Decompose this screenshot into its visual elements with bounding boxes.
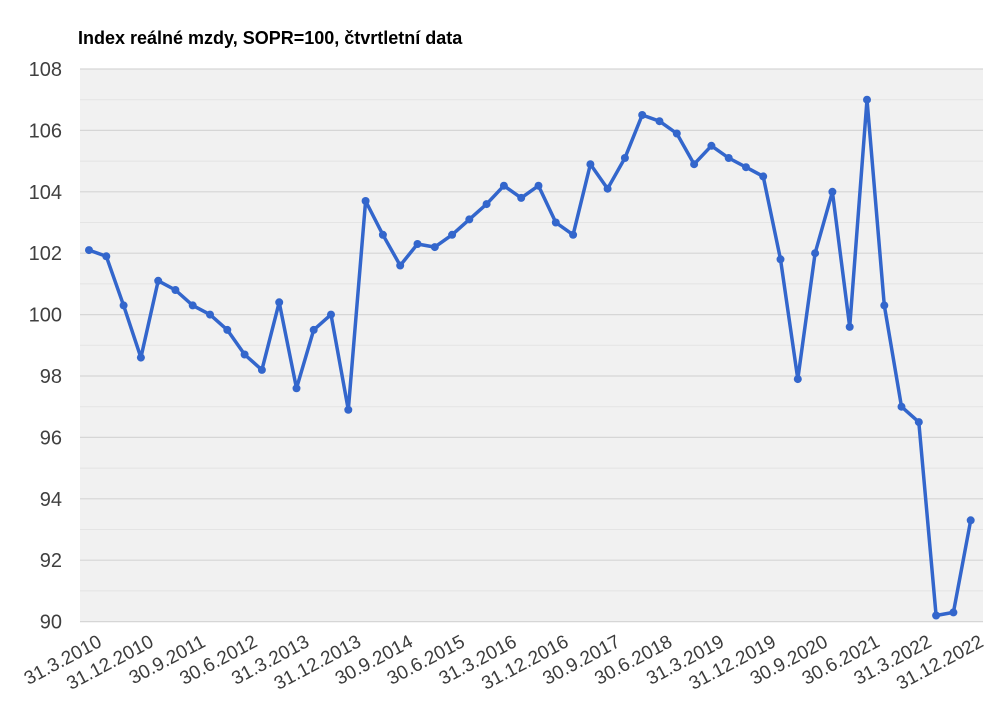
data-point: [672, 129, 681, 138]
data-point: [811, 249, 820, 258]
data-point: [724, 154, 733, 162]
data-point: [603, 184, 612, 193]
data-point: [776, 255, 785, 264]
data-point: [240, 350, 249, 359]
data-point: [932, 611, 941, 620]
data-point: [742, 163, 750, 172]
data-point: [914, 418, 923, 427]
y-axis-label: 100: [29, 305, 62, 327]
data-point: [85, 246, 93, 255]
data-point: [257, 365, 266, 374]
y-axis-label: 92: [40, 550, 62, 572]
data-point: [327, 310, 335, 319]
data-point: [655, 117, 664, 126]
data-point: [309, 325, 318, 334]
data-point: [275, 298, 284, 307]
data-point: [154, 276, 163, 285]
y-axis-label: 106: [29, 120, 62, 142]
data-point: [482, 200, 491, 209]
y-axis-label: 98: [40, 366, 62, 388]
data-point: [223, 325, 232, 334]
data-point: [586, 160, 595, 169]
data-point: [620, 154, 629, 162]
data-point: [171, 286, 180, 294]
data-point: [517, 193, 526, 202]
data-point: [949, 608, 958, 617]
data-point: [361, 197, 370, 205]
data-point: [119, 301, 128, 310]
data-point: [690, 160, 699, 169]
data-point: [206, 310, 214, 319]
data-point: [828, 187, 837, 196]
data-point: [413, 240, 422, 248]
data-point: [966, 516, 975, 525]
data-point: [188, 301, 197, 310]
data-point: [880, 301, 889, 310]
data-point: [863, 95, 871, 104]
data-point: [499, 181, 508, 190]
y-axis-label: 108: [29, 59, 62, 81]
data-point: [845, 322, 854, 331]
y-axis-label: 90: [40, 612, 62, 634]
data-point: [344, 405, 353, 414]
data-point: [551, 218, 560, 227]
y-axis-label: 102: [29, 243, 62, 265]
y-axis-label: 104: [29, 182, 62, 204]
data-point: [430, 243, 439, 252]
data-point: [465, 215, 474, 224]
chart-title: Index reálné mzdy, SOPR=100, čtvrtletní …: [78, 28, 463, 48]
data-point: [759, 172, 768, 181]
data-point: [534, 181, 543, 190]
data-point: [396, 261, 405, 270]
data-point: [378, 230, 387, 239]
y-axis-label: 94: [40, 489, 62, 511]
data-point: [569, 230, 578, 239]
data-point: [897, 402, 906, 411]
data-point: [707, 141, 716, 150]
data-point: [793, 375, 802, 384]
data-point: [102, 252, 111, 261]
y-axis-label: 96: [40, 427, 62, 449]
data-point: [292, 384, 301, 393]
data-point: [448, 230, 457, 239]
data-line: [87, 97, 973, 618]
data-point: [638, 111, 647, 119]
data-point: [136, 353, 145, 362]
